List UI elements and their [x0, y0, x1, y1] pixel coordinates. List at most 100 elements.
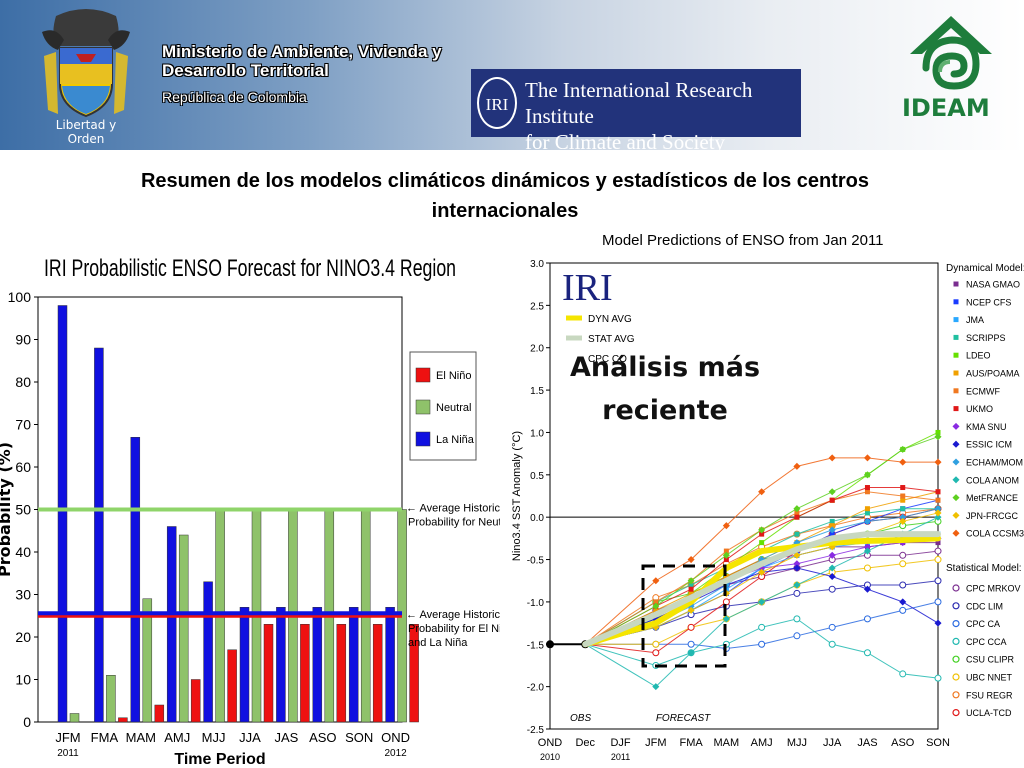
forecast-label: FORECAST	[656, 713, 711, 724]
series-marker	[863, 543, 871, 551]
series-line-ecmwf	[585, 491, 939, 645]
legend-label: ESSIC ICM	[966, 440, 1012, 450]
bar-lania-jfm	[57, 305, 68, 723]
series-marker	[899, 670, 907, 678]
ministry-line-2: Desarrollo Territorial	[162, 61, 329, 80]
latest-analysis-overlay: Análisis más reciente	[560, 346, 770, 432]
series-marker	[828, 572, 836, 581]
series-marker	[758, 488, 766, 496]
overlay-line-2: reciente	[602, 395, 728, 426]
legend-swatch	[415, 399, 431, 415]
series-marker	[793, 581, 801, 589]
legend-label: COLA CCSM3	[966, 529, 1024, 539]
series-marker	[934, 577, 942, 585]
series-marker	[935, 489, 941, 495]
series-marker	[653, 607, 659, 613]
series-marker	[793, 589, 801, 597]
legend-label: CPC CA	[966, 619, 1000, 629]
ministry-line-1: Ministerio de Ambiente, Vivienda y	[162, 42, 442, 61]
bar-lania-fma	[94, 347, 104, 723]
series-marker	[899, 560, 907, 568]
y-tick-label: -2.0	[527, 683, 545, 694]
series-marker	[687, 623, 695, 631]
y-tick-label: 3.0	[530, 259, 544, 270]
chart-title: IRI Probabilistic ENSO Forecast for NINO…	[44, 255, 456, 282]
bar-elnio-aso	[336, 624, 347, 723]
series-marker	[652, 683, 660, 691]
ideam-swirl-icon	[910, 16, 992, 90]
x-axis-label: Time Period	[174, 751, 265, 768]
series-marker	[934, 513, 942, 521]
x-tick-label: JJA	[823, 737, 842, 749]
x-tick-year: 2010	[540, 752, 560, 762]
legend-marker	[952, 511, 960, 519]
x-tick-label: Dec	[575, 737, 595, 749]
series-line-metfrance	[585, 436, 939, 645]
legend-label: SCRIPPS	[966, 333, 1006, 343]
series-marker	[758, 623, 766, 631]
series-marker	[688, 590, 694, 596]
series-marker	[688, 586, 694, 592]
legend-marker	[952, 458, 960, 466]
legend-marker	[952, 709, 960, 717]
series-marker	[793, 551, 801, 559]
series-marker	[758, 568, 766, 576]
legend-label: LDEO	[966, 351, 991, 361]
y-tick-label: 30	[15, 587, 31, 603]
bar-elnio-amj	[190, 679, 201, 723]
bar-neutral-fma	[106, 675, 116, 723]
y-axis-label: Nino3.4 SST Anomaly (°C)	[511, 431, 523, 561]
x-tick-label: MAM	[126, 730, 156, 745]
series-marker	[688, 582, 694, 588]
overlay-line-1: Análisis más	[569, 352, 761, 383]
legend-label: UCLA-TCD	[966, 708, 1012, 718]
chart-title: Model Predictions of ENSO from Jan 2011	[602, 232, 884, 249]
legend-label: AUS/POAMA	[966, 369, 1020, 379]
y-tick-label: -1.5	[527, 640, 545, 651]
y-tick-label: 10	[15, 672, 31, 688]
bar-lania-ond	[385, 607, 395, 723]
legend-marker	[953, 299, 959, 305]
reference-label: ← Average Historical	[406, 609, 500, 621]
legend-label: Neutral	[436, 402, 471, 414]
legend-label: KMA SNU	[966, 422, 1007, 432]
iri-watermark: IRI	[562, 267, 613, 309]
series-marker	[900, 485, 906, 491]
series-marker	[935, 429, 941, 435]
x-tick-label: FMA	[679, 737, 703, 749]
iri-name: The International Research Institute for…	[525, 77, 801, 155]
series-marker	[828, 551, 836, 559]
series-line-cola-ccsm3	[584, 457, 938, 645]
series-marker	[934, 556, 942, 564]
iri-probabilistic-forecast-chart: IRI Probabilistic ENSO Forecast for NINO…	[0, 240, 500, 768]
series-marker	[653, 599, 659, 605]
series-marker	[687, 640, 695, 648]
x-tick-label: JJA	[239, 730, 261, 745]
x-tick-label: ASO	[891, 737, 915, 749]
bar-elnio-jas	[300, 624, 310, 723]
series-line-ukmo	[585, 487, 939, 645]
y-tick-label: 80	[15, 374, 31, 390]
series-marker	[652, 602, 660, 610]
series-marker	[934, 509, 942, 517]
x-tick-label: SON	[345, 730, 373, 745]
series-marker	[829, 531, 835, 537]
bar-lania-aso	[312, 607, 323, 723]
legend-marker	[952, 691, 960, 699]
legend-marker	[952, 620, 960, 628]
series-marker	[899, 513, 907, 521]
legend-marker	[952, 440, 960, 448]
series-marker	[793, 632, 801, 640]
series-marker	[759, 540, 765, 546]
y-tick-label: 90	[15, 332, 31, 348]
series-marker	[863, 615, 871, 623]
legend-swatch	[415, 367, 431, 383]
legend-label: UBC NNET	[966, 673, 1013, 683]
series-marker	[829, 518, 835, 524]
series-marker	[794, 510, 800, 516]
x-tick-label: JAS	[274, 730, 298, 745]
series-marker	[722, 615, 730, 623]
bar-neutral-mam	[142, 598, 153, 723]
average-legend-label-partial: CPC CO	[588, 354, 627, 365]
series-marker	[723, 548, 729, 554]
